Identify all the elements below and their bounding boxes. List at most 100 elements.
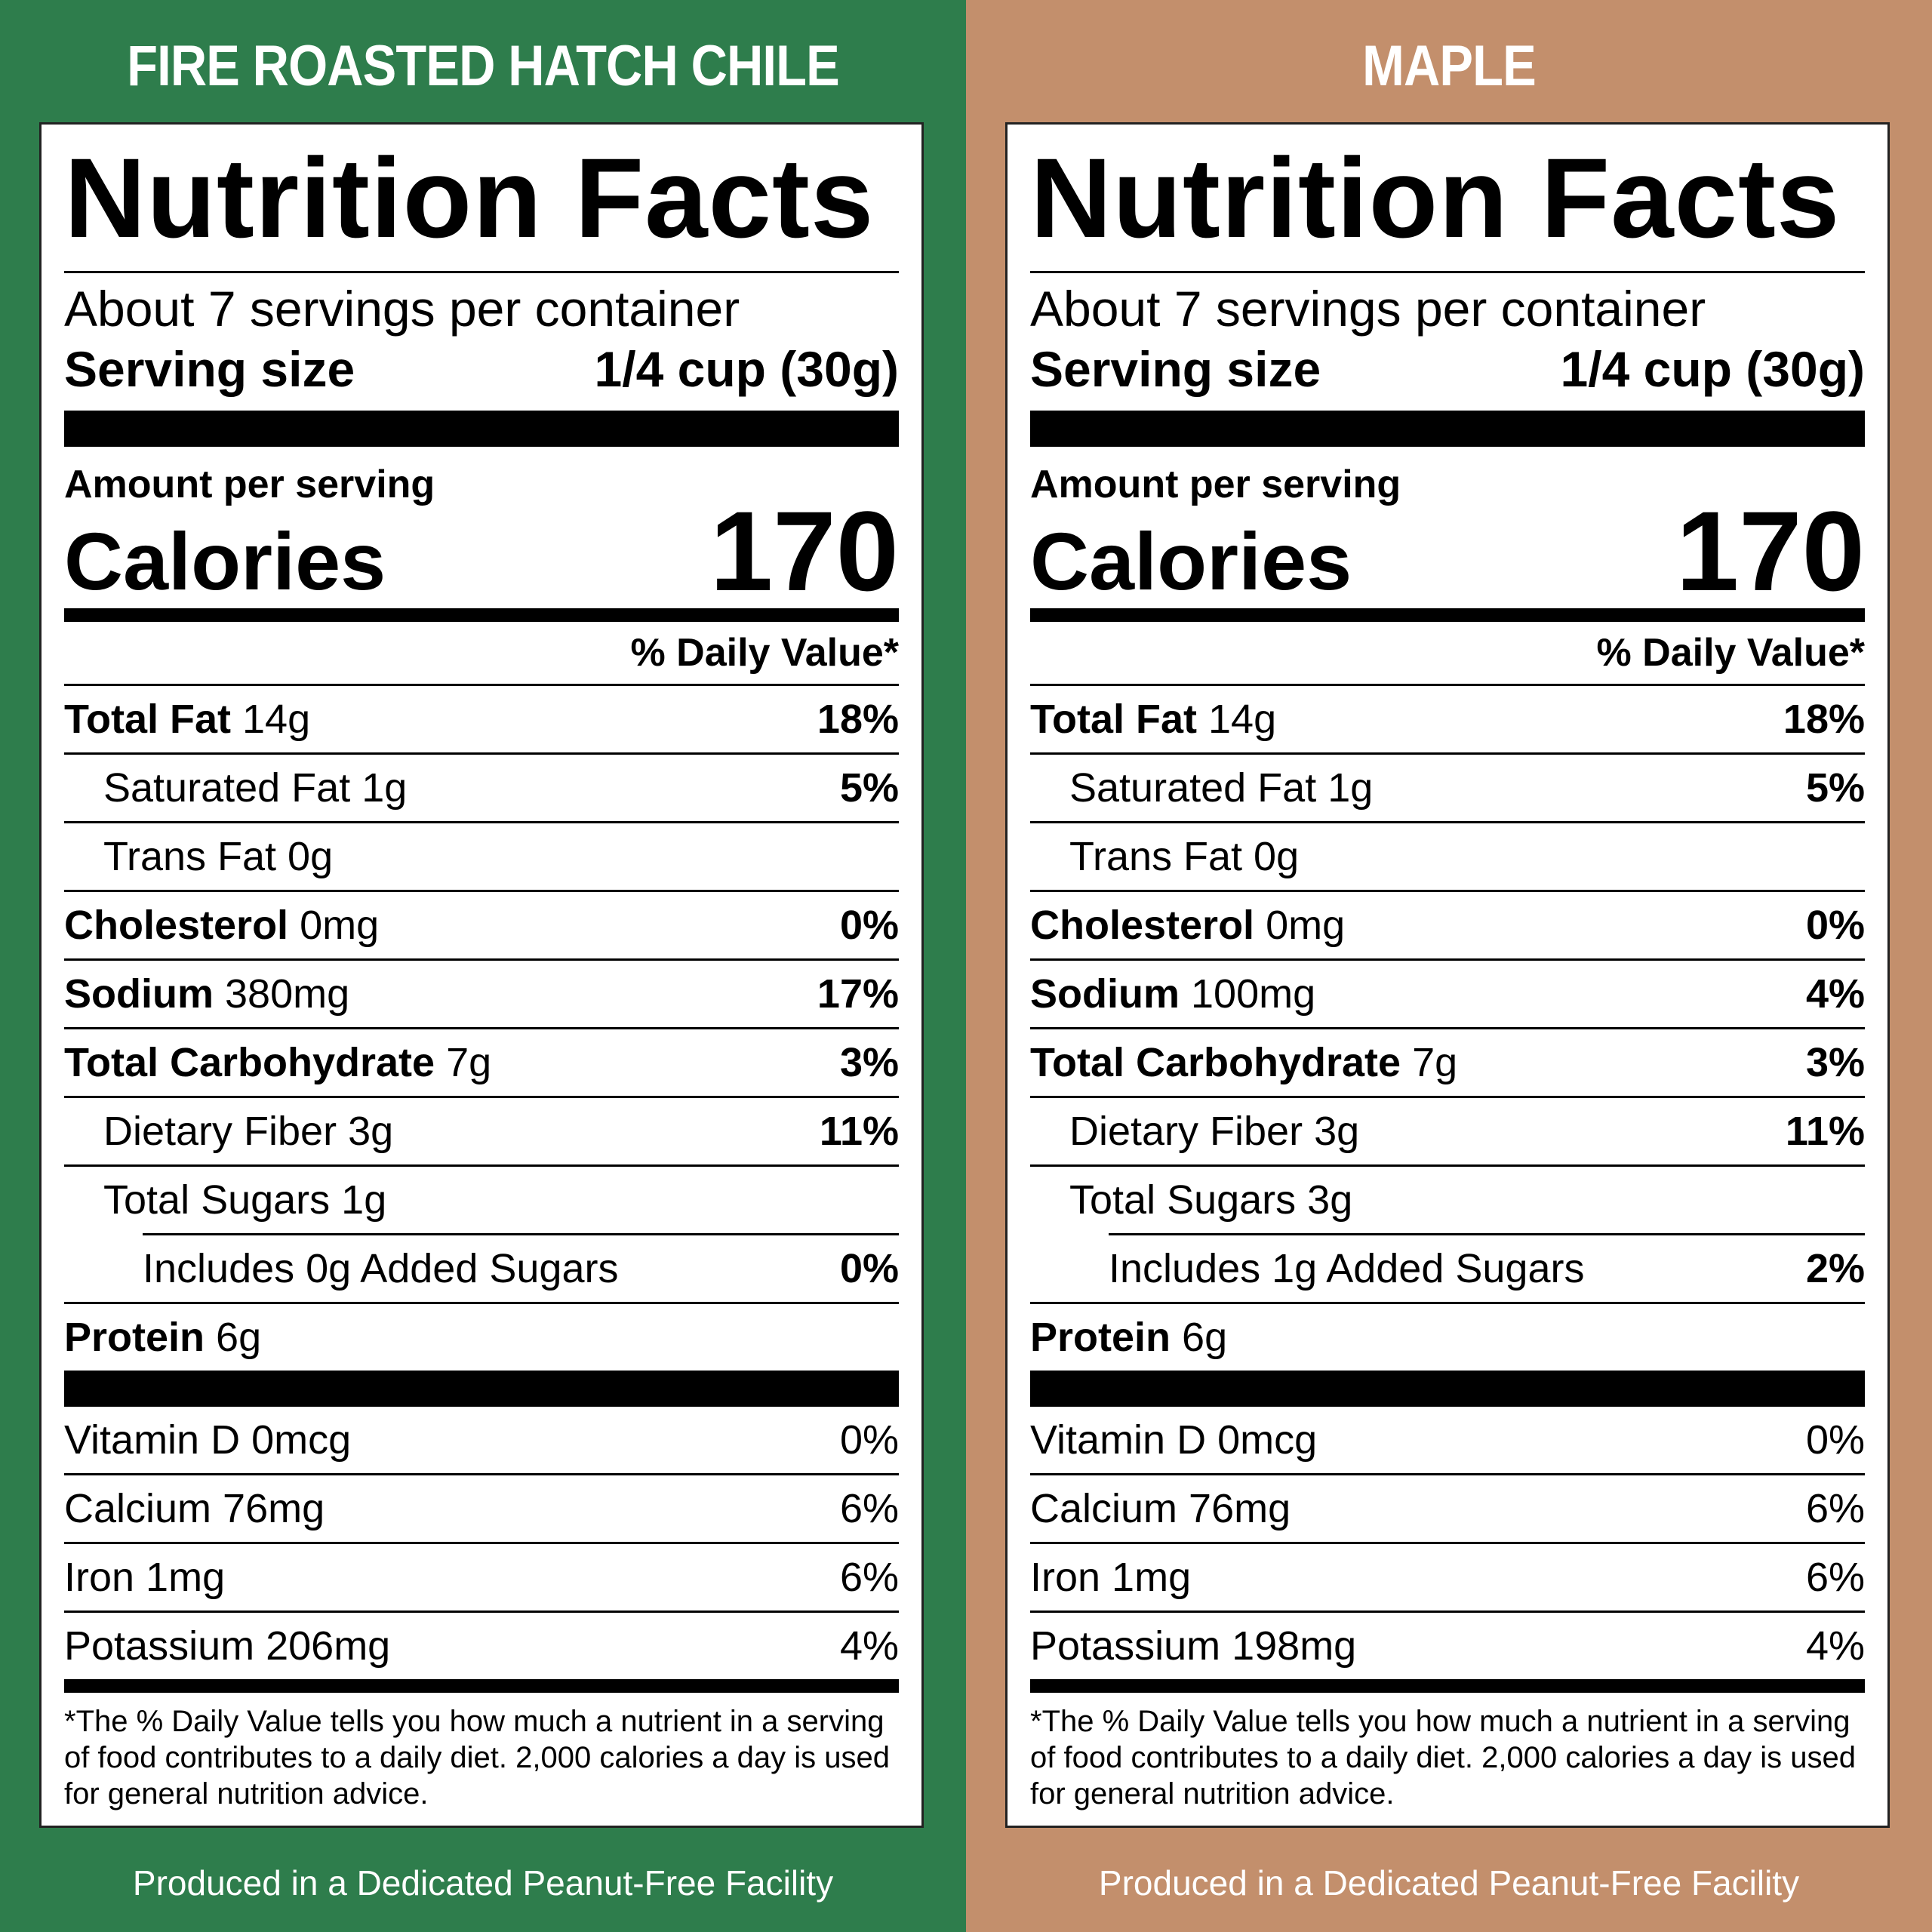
serving-size-label: Serving size bbox=[64, 341, 355, 397]
vitamin-row-potassium: Potassium 198mg 4% bbox=[1030, 1611, 1865, 1679]
nutrient-amount: 0mg bbox=[1266, 903, 1346, 948]
nutrient-label: Sodium bbox=[1030, 971, 1180, 1017]
nutrient-row-added-sugars: Includes 0g Added Sugars 0% bbox=[143, 1233, 899, 1302]
footnote: *The % Daily Value tells you how much a … bbox=[1030, 1705, 1857, 1810]
vitamin-dv: 4% bbox=[839, 1623, 899, 1669]
nutrient-dv: 17% bbox=[817, 971, 899, 1017]
thick-divider bbox=[1030, 1371, 1865, 1407]
nutrient-row-saturated-fat: Saturated Fat 1g 5% bbox=[64, 752, 899, 821]
vitamin-row-iron: Iron 1mg 6% bbox=[64, 1542, 899, 1611]
calories-label: Calories bbox=[1030, 515, 1352, 607]
medium-divider bbox=[64, 608, 899, 622]
vitamin-label: Calcium 76mg bbox=[1030, 1486, 1291, 1531]
nutrient-label: Protein bbox=[64, 1315, 205, 1360]
vitamin-row-potassium: Potassium 206mg 4% bbox=[64, 1611, 899, 1679]
nutrient-row-total-carbohydrate: Total Carbohydrate 7g 3% bbox=[64, 1027, 899, 1096]
vitamin-label: Iron 1mg bbox=[1030, 1555, 1192, 1600]
nutrient-row-total-fat: Total Fat 14g 18% bbox=[64, 684, 899, 752]
calories-row: Calories 170 bbox=[64, 494, 899, 608]
vitamin-label: Potassium 198mg bbox=[1030, 1623, 1357, 1669]
flavor-title: MAPLE bbox=[1362, 34, 1537, 98]
nutrient-label: Includes 1g Added Sugars bbox=[1109, 1246, 1585, 1291]
nutrient-dv: 4% bbox=[1805, 971, 1865, 1017]
vitamin-label: Calcium 76mg bbox=[64, 1486, 325, 1531]
thick-divider bbox=[1030, 411, 1865, 447]
nutrient-dv: 18% bbox=[817, 697, 899, 742]
nutrient-label: Total Fat bbox=[64, 697, 231, 742]
calories-value: 170 bbox=[709, 488, 899, 614]
nutrient-row-dietary-fiber: Dietary Fiber 3g 11% bbox=[64, 1096, 899, 1164]
nutrient-amount: 14g bbox=[242, 697, 311, 742]
nutrient-label: Total Carbohydrate bbox=[64, 1040, 435, 1085]
nutrient-dv: 2% bbox=[1805, 1246, 1865, 1291]
nutrient-dv: 3% bbox=[839, 1040, 899, 1085]
serving-size-row: Serving size 1/4 cup (30g) bbox=[1030, 334, 1865, 411]
facility-note: Produced in a Dedicated Peanut-Free Faci… bbox=[1098, 1863, 1800, 1903]
servings-per-container: About 7 servings per container bbox=[1030, 281, 1706, 337]
vitamin-label: Vitamin D 0mcg bbox=[1030, 1417, 1318, 1463]
nutrient-label: Protein bbox=[1030, 1315, 1171, 1360]
nutrient-row-sodium: Sodium 380mg 17% bbox=[64, 958, 899, 1027]
nutrient-amount: 380mg bbox=[225, 971, 350, 1017]
serving-size-value: 1/4 cup (30g) bbox=[594, 341, 899, 397]
nutrient-label: Dietary Fiber 3g bbox=[1069, 1109, 1360, 1154]
vitamin-dv: 6% bbox=[1805, 1486, 1865, 1531]
nutrient-row-trans-fat: Trans Fat 0g bbox=[1030, 821, 1865, 890]
vitamin-label: Iron 1mg bbox=[64, 1555, 226, 1600]
medium-divider bbox=[64, 1679, 899, 1693]
nutrient-dv: 18% bbox=[1783, 697, 1865, 742]
nutrient-row-protein: Protein 6g bbox=[1030, 1302, 1865, 1371]
daily-value-header: % Daily Value* bbox=[630, 631, 899, 675]
medium-divider bbox=[1030, 608, 1865, 622]
vitamin-label: Vitamin D 0mcg bbox=[64, 1417, 352, 1463]
calories-row: Calories 170 bbox=[1030, 494, 1865, 608]
nutrient-label: Trans Fat 0g bbox=[1069, 834, 1300, 879]
calories-value: 170 bbox=[1675, 488, 1865, 614]
nutrient-dv: 11% bbox=[1785, 1109, 1865, 1154]
vitamin-dv: 6% bbox=[839, 1486, 899, 1531]
nutrient-amount: 7g bbox=[446, 1040, 492, 1085]
nutrient-dv: 3% bbox=[1805, 1040, 1865, 1085]
nutrient-label: Includes 0g Added Sugars bbox=[143, 1246, 619, 1291]
nutrient-dv: 0% bbox=[1805, 903, 1865, 948]
vitamin-row-calcium: Calcium 76mg 6% bbox=[64, 1473, 899, 1542]
thick-divider bbox=[64, 411, 899, 447]
serving-size-value: 1/4 cup (30g) bbox=[1560, 341, 1865, 397]
divider bbox=[1030, 271, 1865, 273]
vitamin-dv: 4% bbox=[1805, 1623, 1865, 1669]
vitamin-row-vitamin-d: Vitamin D 0mcg 0% bbox=[1030, 1407, 1865, 1473]
nutrient-label: Cholesterol bbox=[64, 903, 289, 948]
nutrient-row-protein: Protein 6g bbox=[64, 1302, 899, 1371]
flavor-title: FIRE ROASTED HATCH CHILE bbox=[127, 34, 840, 98]
nutrient-dv: 0% bbox=[839, 903, 899, 948]
nutrient-label: Saturated Fat 1g bbox=[103, 765, 408, 811]
nutrient-amount: 6g bbox=[216, 1315, 262, 1360]
footnote: *The % Daily Value tells you how much a … bbox=[64, 1705, 891, 1810]
serving-size-row: Serving size 1/4 cup (30g) bbox=[64, 334, 899, 411]
nutrient-dv: 11% bbox=[819, 1109, 899, 1154]
nutrition-facts-title: Nutrition Facts bbox=[64, 134, 875, 261]
nutrient-row-total-sugars: Total Sugars 1g bbox=[64, 1164, 899, 1233]
vitamin-row-iron: Iron 1mg 6% bbox=[1030, 1542, 1865, 1611]
amount-per-serving: Amount per serving bbox=[64, 463, 435, 506]
amount-per-serving: Amount per serving bbox=[1030, 463, 1401, 506]
nutrient-dv: 5% bbox=[1805, 765, 1865, 811]
nutrient-label: Sodium bbox=[64, 971, 214, 1017]
serving-size-label: Serving size bbox=[1030, 341, 1321, 397]
nutrient-label: Total Sugars 1g bbox=[103, 1177, 387, 1223]
facility-note: Produced in a Dedicated Peanut-Free Faci… bbox=[132, 1863, 834, 1903]
nutrient-amount: 14g bbox=[1208, 697, 1277, 742]
nutrient-row-total-carbohydrate: Total Carbohydrate 7g 3% bbox=[1030, 1027, 1865, 1096]
vitamin-dv: 6% bbox=[1805, 1555, 1865, 1600]
servings-per-container: About 7 servings per container bbox=[64, 281, 740, 337]
nutrient-row-dietary-fiber: Dietary Fiber 3g 11% bbox=[1030, 1096, 1865, 1164]
medium-divider bbox=[1030, 1679, 1865, 1693]
nutrition-facts-title: Nutrition Facts bbox=[1030, 134, 1841, 261]
vitamin-dv: 0% bbox=[839, 1417, 899, 1463]
nutrient-row-cholesterol: Cholesterol 0mg 0% bbox=[64, 890, 899, 958]
nutrient-dv: 5% bbox=[839, 765, 899, 811]
vitamin-dv: 6% bbox=[839, 1555, 899, 1600]
nutrient-label: Total Fat bbox=[1030, 697, 1197, 742]
vitamin-row-calcium: Calcium 76mg 6% bbox=[1030, 1473, 1865, 1542]
